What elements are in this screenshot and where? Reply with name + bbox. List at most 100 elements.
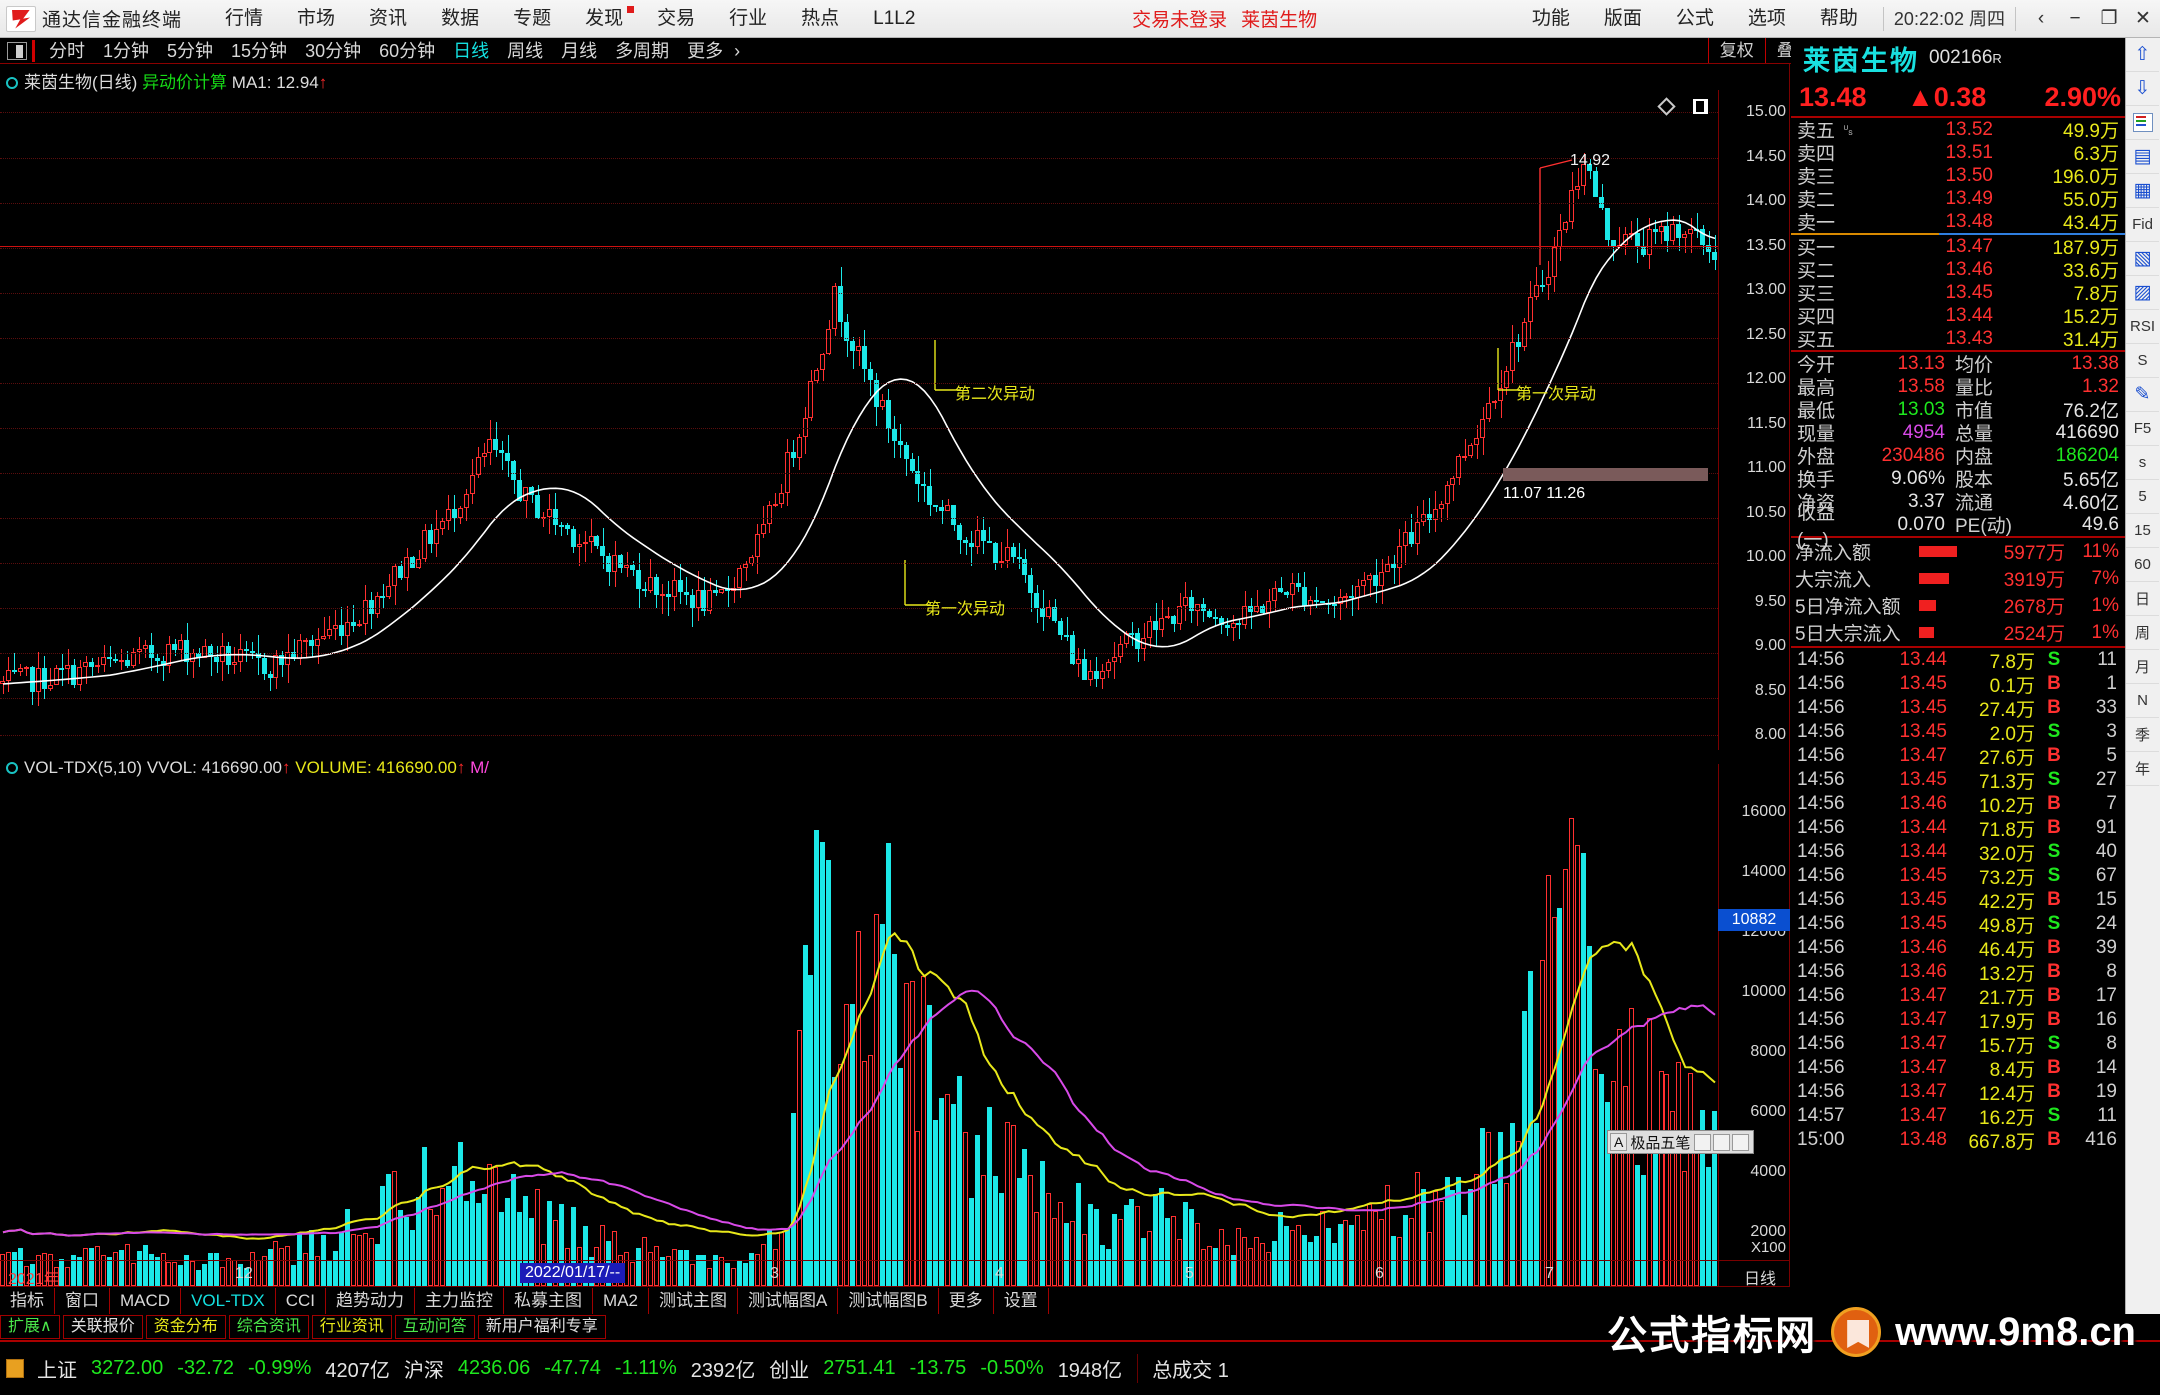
tick-row[interactable]: 14:57 13.47 16.2万 S 11 xyxy=(1791,1104,2125,1129)
indicator-tab[interactable]: MA2 xyxy=(593,1287,649,1314)
status-market-icon[interactable] xyxy=(6,1359,24,1378)
tick-row[interactable]: 14:56 13.45 42.2万 B 15 xyxy=(1791,888,2125,913)
rail-icon-日[interactable]: 日 xyxy=(2126,582,2159,616)
rail-icon-5[interactable]: 5 xyxy=(2126,480,2159,514)
extension-tab[interactable]: 关联报价 xyxy=(62,1315,143,1339)
price-plot[interactable] xyxy=(0,90,1718,750)
period-monthly[interactable]: 月线 xyxy=(561,40,598,61)
tick-row[interactable]: 14:56 13.47 8.4万 B 14 xyxy=(1791,1056,2125,1081)
chart-area[interactable]: 莱茵生物(日线) 异动价计算 MA1: 12.94↑ 11.0 xyxy=(0,64,1790,1288)
chevron-right-icon[interactable]: › xyxy=(734,40,741,61)
tick-row[interactable]: 14:56 13.45 27.4万 B 33 xyxy=(1791,696,2125,721)
indicator-tab-bar[interactable]: 指标 窗口 MACD VOL-TDX CCI 趋势动力 主力监控 私募主图 MA2 测试主图 测试幅… xyxy=(0,1286,1790,1314)
price-pane[interactable]: 11.07 11.26 14.92 第二次异动 第一次异动 第一次异动 15.0… xyxy=(0,90,1790,750)
menu-item-zixun[interactable]: 资讯 xyxy=(369,7,408,29)
extension-tab[interactable]: 综合资讯 xyxy=(228,1315,309,1339)
indicator-tab[interactable]: 私募主图 xyxy=(504,1287,594,1314)
extension-tab[interactable]: 扩展∧ xyxy=(0,1315,60,1339)
orderbook-row[interactable]: 买一 13.47 187.9万 xyxy=(1791,235,2125,260)
right-icon-rail[interactable]: ⇧ ⇩ ▤ ▦ Fid ▧ ▨ RSI S ✎ F5 s 5 15 60 日周月 N 季年 xyxy=(2125,38,2160,1338)
rail-icon-▨[interactable]: ▨ xyxy=(2126,276,2159,310)
rail-icon-n[interactable]: N xyxy=(2126,684,2159,718)
rail-icon-月[interactable]: 月 xyxy=(2126,650,2159,684)
button-fuquan[interactable]: 复权 xyxy=(1707,38,1765,63)
tick-row[interactable]: 14:56 13.45 2.0万 S 3 xyxy=(1791,720,2125,745)
ime-mode-label[interactable]: A xyxy=(1610,1133,1628,1151)
tick-row[interactable]: 14:56 13.44 71.8万 B 91 xyxy=(1791,816,2125,841)
volume-pane[interactable]: 16000 14000 12000 10000 8000 6000 4000 2000 108… xyxy=(0,764,1790,1286)
extension-tab-bar[interactable]: 扩展∧ 关联报价 资金分布 综合资讯 行业资讯 互动问答 新用户福利专享 xyxy=(0,1314,2160,1340)
menu-item-redian[interactable]: 热点 xyxy=(801,7,840,29)
period-30min[interactable]: 30分钟 xyxy=(305,40,362,61)
orderbook-row[interactable]: 买四 13.44 15.2万 xyxy=(1791,304,2125,329)
menu-item-xuanxiang[interactable]: 选项 xyxy=(1747,7,1786,29)
period-more[interactable]: 更多 xyxy=(687,40,724,61)
menu-item-gongshi[interactable]: 公式 xyxy=(1675,7,1714,29)
indicator-tab[interactable]: 更多 xyxy=(939,1287,994,1314)
tick-row[interactable]: 14:56 13.45 0.1万 B 1 xyxy=(1791,672,2125,697)
period-multi[interactable]: 多周期 xyxy=(615,40,670,61)
ime-key-icon-1[interactable] xyxy=(1694,1133,1712,1151)
tick-row[interactable]: 14:56 13.45 73.2万 S 67 xyxy=(1791,864,2125,889)
close-button[interactable]: ✕ xyxy=(2135,8,2151,29)
indicator-tab[interactable]: 测试幅图A xyxy=(738,1287,839,1314)
menu-item-bangzhu[interactable]: 帮助 xyxy=(1819,7,1858,29)
period-daily[interactable]: 日线 xyxy=(453,40,490,61)
tick-trade-list[interactable]: 14:56 13.44 7.8万 S 11 14:56 13.45 0.1万 B 1 14:56 13… xyxy=(1791,648,2125,1153)
menu-item-banmian[interactable]: 版面 xyxy=(1603,7,1642,29)
tick-row[interactable]: 14:56 13.46 13.2万 B 8 xyxy=(1791,960,2125,985)
period-60min[interactable]: 60分钟 xyxy=(379,40,436,61)
indicator-tab[interactable]: 指标 xyxy=(0,1287,55,1314)
rail-icon-s[interactable]: S xyxy=(2126,344,2159,378)
period-fenshi[interactable]: 分时 xyxy=(49,40,85,61)
tick-row[interactable]: 14:56 13.44 32.0万 S 40 xyxy=(1791,840,2125,865)
indicator-tab[interactable]: 测试主图 xyxy=(649,1287,738,1314)
orderbook-row[interactable]: 买五 13.43 31.4万 xyxy=(1791,327,2125,352)
indicator-tab[interactable]: 趋势动力 xyxy=(326,1287,416,1314)
tick-row[interactable]: 14:56 13.46 46.4万 B 39 xyxy=(1791,936,2125,961)
layout-icon[interactable] xyxy=(7,41,27,60)
ime-indicator[interactable]: A 极品五笔 xyxy=(1607,1130,1755,1154)
menu-item-shuju[interactable]: 数据 xyxy=(441,7,480,29)
rail-icon-▧[interactable]: ▧ xyxy=(2126,242,2159,276)
rail-icon-⇩[interactable]: ⇩ xyxy=(2126,72,2159,106)
orderbook-row[interactable]: 买二 13.46 33.6万 xyxy=(1791,258,2125,283)
tick-row[interactable]: 15:00 13.48 667.8万 B 416 xyxy=(1791,1128,2125,1153)
indicator-tab[interactable]: MACD xyxy=(110,1287,182,1314)
tick-row[interactable]: 14:56 13.46 10.2万 B 7 xyxy=(1791,792,2125,817)
order-book[interactable]: 卖五 ␟ 13.52 49.9万 卖四 13.51 6.3万 卖三 13.50 196.0万 卖二… xyxy=(1791,118,2125,352)
tick-row[interactable]: 14:56 13.47 15.7万 S 8 xyxy=(1791,1032,2125,1057)
rail-icon-60[interactable]: 60 xyxy=(2126,548,2159,582)
ime-key-icon-2[interactable] xyxy=(1713,1133,1731,1151)
menu-item-faxian[interactable]: 发现 xyxy=(568,0,640,38)
tick-row[interactable]: 14:56 13.47 21.7万 B 17 xyxy=(1791,984,2125,1009)
extension-tab[interactable]: 行业资讯 xyxy=(311,1315,392,1339)
period-5min[interactable]: 5分钟 xyxy=(167,40,214,61)
maximize-button[interactable]: ❐ xyxy=(2100,8,2118,29)
login-status-text[interactable]: 交易未登录 xyxy=(1132,10,1228,31)
rail-icon-季[interactable]: 季 xyxy=(2126,718,2159,752)
minimize-button[interactable]: − xyxy=(2069,7,2081,29)
back-button[interactable]: ‹ xyxy=(2037,7,2045,29)
ime-key-icon-3[interactable] xyxy=(1732,1133,1750,1151)
period-weekly[interactable]: 周线 xyxy=(507,40,544,61)
menu-item-zhuanti[interactable]: 专题 xyxy=(513,7,552,29)
rail-icon-⇧[interactable]: ⇧ xyxy=(2126,38,2159,72)
tick-row[interactable]: 14:56 13.45 71.3万 S 27 xyxy=(1791,768,2125,793)
orderbook-row[interactable]: 卖三 13.50 196.0万 xyxy=(1791,164,2125,189)
rail-icon-✎[interactable]: ✎ xyxy=(2126,378,2159,412)
orderbook-row[interactable]: 买三 13.45 7.8万 xyxy=(1791,281,2125,306)
menu-item-l1l2[interactable]: L1L2 xyxy=(873,7,916,29)
price-range-band[interactable] xyxy=(1503,468,1708,481)
orderbook-row[interactable]: 卖五 ␟ 13.52 49.9万 xyxy=(1791,118,2125,143)
menu-item-shichang[interactable]: 市场 xyxy=(297,7,336,29)
rail-icon-▦[interactable]: ▦ xyxy=(2126,174,2159,208)
rail-icon-▤[interactable]: ▤ xyxy=(2126,140,2159,174)
menu-item-hangqing[interactable]: 行情 xyxy=(225,7,264,29)
period-15min[interactable]: 15分钟 xyxy=(231,40,288,61)
period-1min[interactable]: 1分钟 xyxy=(103,40,150,61)
volume-toggle-icon[interactable] xyxy=(6,762,18,774)
menu-item-jiaoyi[interactable]: 交易 xyxy=(657,7,696,29)
extension-tab[interactable]: 互动问答 xyxy=(394,1315,475,1339)
extension-tab[interactable]: 新用户福利专享 xyxy=(477,1315,606,1339)
